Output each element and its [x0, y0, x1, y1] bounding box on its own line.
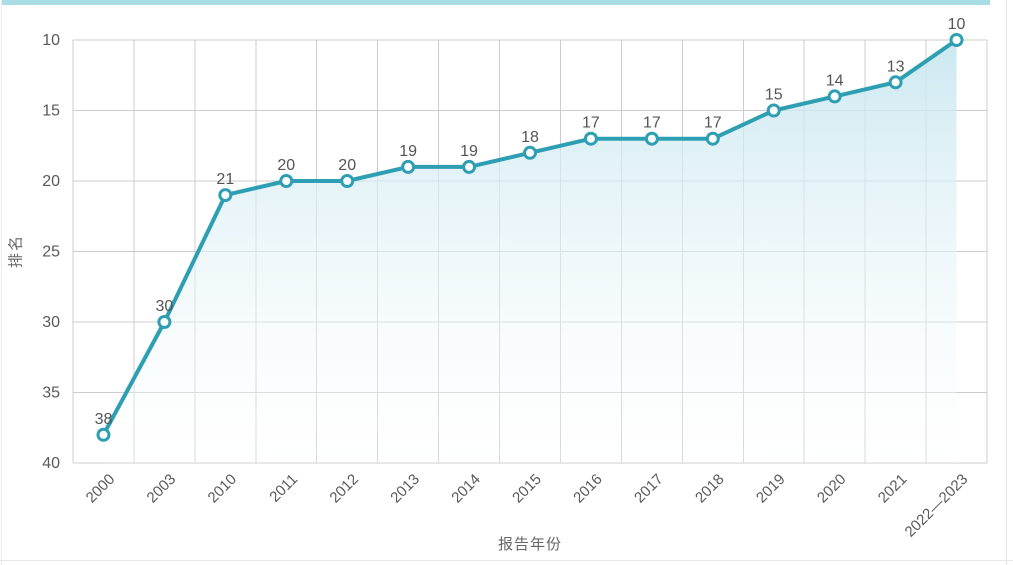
top-accent-bar — [2, 0, 990, 5]
scrollbar-track-line — [1006, 0, 1007, 565]
left-border-line — [1, 0, 2, 565]
x-tick-label: 2000 — [83, 471, 119, 507]
y-tick-label: 35 — [42, 385, 60, 402]
x-tick-label: 2021 — [875, 471, 911, 507]
x-tick-label: 2015 — [509, 471, 545, 507]
x-tick-label: 2013 — [387, 471, 423, 507]
value-label: 19 — [460, 143, 478, 160]
x-tick-label: 2011 — [266, 471, 301, 506]
value-label: 30 — [156, 298, 174, 315]
x-tick-label: 2012 — [326, 471, 362, 507]
data-point-marker — [157, 315, 172, 329]
data-point-marker — [583, 131, 598, 146]
bottom-border-line — [0, 560, 1013, 561]
y-tick-label: 20 — [42, 173, 60, 190]
value-label: 13 — [887, 58, 905, 75]
value-label: 14 — [826, 72, 844, 89]
y-axis-title: 排名 — [7, 233, 25, 269]
x-tick-label: 2017 — [631, 471, 667, 507]
x-tick-label: 2003 — [144, 471, 180, 507]
y-tick-labels: 10 15 20 25 30 35 40 — [42, 32, 60, 472]
value-label: 10 — [948, 16, 966, 33]
data-point-markers[interactable] — [96, 33, 964, 442]
value-label: 21 — [216, 171, 234, 188]
data-point-marker — [218, 188, 233, 203]
x-tick-label: 2019 — [753, 471, 789, 507]
value-labels: 38 30 21 20 20 19 19 18 17 17 17 15 14 13 10 — [95, 16, 966, 428]
y-tick-label: 40 — [42, 455, 60, 472]
x-tick-label: 2010 — [205, 471, 241, 507]
value-label: 15 — [765, 87, 783, 104]
x-tick-label: 2018 — [692, 471, 728, 507]
area-fill — [103, 40, 957, 463]
x-tick-label: 2020 — [814, 471, 850, 507]
value-label: 17 — [643, 115, 661, 132]
data-point-marker — [827, 89, 842, 104]
x-tick-labels: 2000 2003 2010 2011 2012 2013 2014 2015 2016 2017… — [83, 471, 972, 541]
x-axis-title: 报告年份 — [497, 536, 563, 553]
value-label: 20 — [277, 157, 295, 174]
data-point-marker — [949, 33, 964, 47]
data-point-marker — [279, 174, 294, 188]
x-tick-label: 2016 — [570, 471, 606, 507]
data-point-marker — [462, 159, 477, 174]
y-tick-label: 25 — [42, 244, 60, 261]
x-tick-label: 2014 — [448, 471, 484, 507]
data-point-marker — [96, 427, 111, 442]
value-label: 20 — [338, 157, 356, 174]
data-point-marker — [523, 145, 537, 160]
value-label: 17 — [704, 115, 722, 132]
value-label: 17 — [582, 115, 600, 132]
value-label: 38 — [95, 411, 113, 428]
data-point-marker — [401, 159, 416, 174]
y-tick-label: 10 — [42, 32, 60, 49]
value-label: 19 — [399, 143, 417, 160]
y-tick-label: 15 — [42, 103, 60, 120]
data-point-marker — [888, 75, 903, 90]
y-tick-label: 30 — [42, 314, 60, 331]
x-tick-label: 2022—2023 — [902, 471, 972, 541]
value-label: 18 — [521, 129, 539, 146]
data-point-marker — [705, 131, 720, 146]
data-point-marker — [766, 103, 781, 118]
data-point-marker — [340, 174, 355, 188]
data-point-marker — [644, 131, 659, 146]
